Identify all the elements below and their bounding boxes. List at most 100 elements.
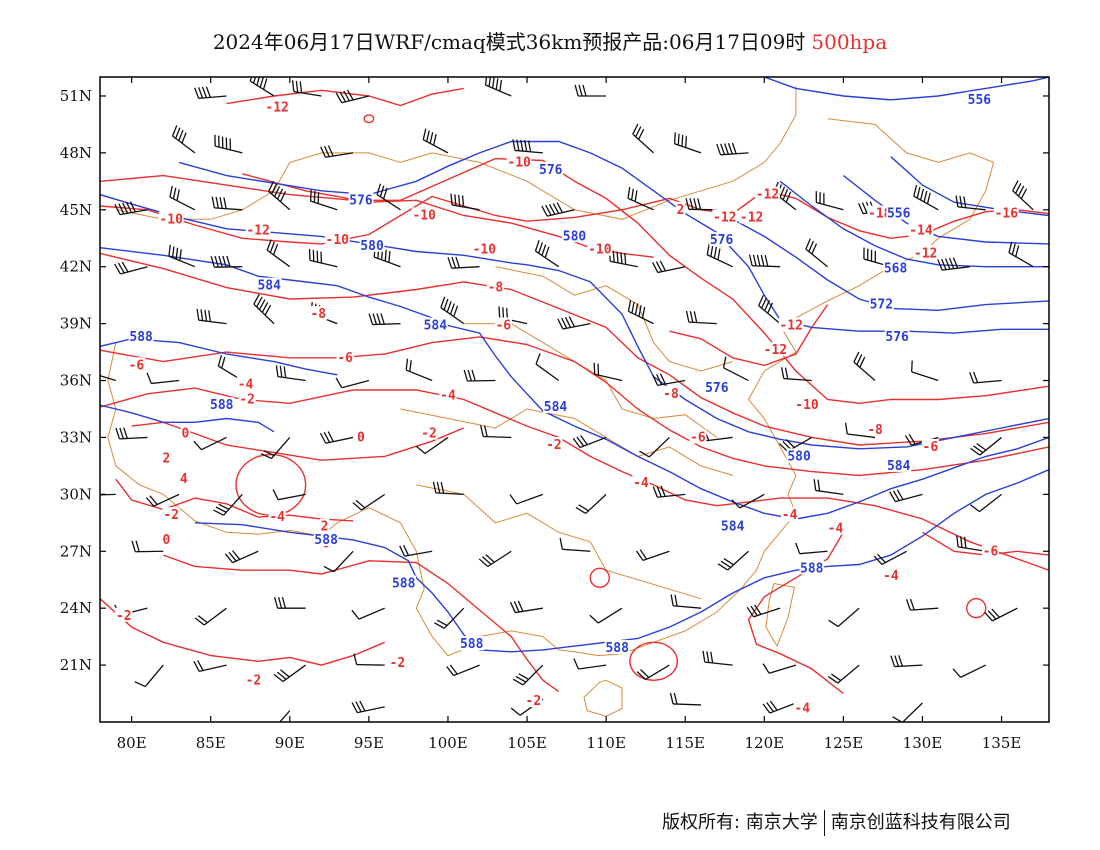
height-label: 584 xyxy=(721,520,745,535)
temperature-label-bg xyxy=(921,438,939,453)
wind-barb xyxy=(828,607,860,628)
height-label-bg xyxy=(543,399,568,414)
boundary-line xyxy=(400,408,733,476)
temperature-label: -10 xyxy=(159,212,183,227)
footer-company: 南京创蓝科技有限公司 xyxy=(830,812,1011,833)
temperature-label-bg xyxy=(867,205,893,220)
lat-tick-label: 42N xyxy=(60,258,92,276)
height-label-bg xyxy=(883,260,908,275)
temperature-label-bg xyxy=(309,306,327,321)
wind-barb xyxy=(574,84,607,97)
wind-barb xyxy=(279,710,291,722)
wind-barb xyxy=(815,191,844,211)
height-label: 580 xyxy=(360,239,384,254)
temperature-label-bg xyxy=(238,391,256,406)
temperature-label-bg xyxy=(993,205,1019,220)
temperature-label: -12 xyxy=(779,319,802,334)
temperature-label: -10 xyxy=(326,233,350,248)
wind-barb xyxy=(673,132,702,154)
temperature-label: -4 xyxy=(782,508,798,523)
wind-barb xyxy=(589,607,623,624)
temperature-label-bg xyxy=(794,397,820,412)
wind-barb xyxy=(652,260,686,274)
wind-barb xyxy=(210,255,243,268)
temperature-label-bg xyxy=(244,672,263,687)
temperature-label: -12 xyxy=(756,188,779,203)
temperature-label-bg xyxy=(127,357,145,372)
wind-barb xyxy=(376,183,401,211)
wind-barb xyxy=(780,367,812,382)
temperature-label-bg xyxy=(336,349,354,364)
wind-barb xyxy=(434,607,465,629)
height-label-bg xyxy=(359,237,385,252)
wind-barb xyxy=(249,77,275,97)
height-label-bg xyxy=(868,296,894,311)
wind-barb xyxy=(168,244,196,268)
wind-barb xyxy=(447,256,480,269)
map-frame xyxy=(99,76,1050,723)
lon-tick-label: 95E xyxy=(354,734,384,752)
wind-barb xyxy=(984,607,1018,622)
wind-barb xyxy=(171,125,196,154)
height-label: 556 xyxy=(968,93,992,108)
temperature-label-bg xyxy=(981,543,1000,558)
wind-barb xyxy=(275,365,306,382)
lat-tick-label: 33N xyxy=(60,428,92,446)
temperature-label-bg xyxy=(494,317,512,332)
height-label: 584 xyxy=(887,459,911,474)
temperature-label: 2 xyxy=(321,520,329,535)
boundary-line xyxy=(574,118,995,657)
temperature-label-bg xyxy=(755,186,780,201)
wind-barb xyxy=(169,185,196,211)
wind-barb xyxy=(351,700,385,714)
wind-barb xyxy=(956,535,986,552)
wind-barb xyxy=(131,540,164,553)
wind-barb xyxy=(952,664,987,678)
temperature-label: 4 xyxy=(180,472,188,487)
temperature-label-bg xyxy=(793,700,811,715)
wind-barb xyxy=(905,598,939,611)
wind-barb xyxy=(572,435,607,449)
temperature-label: -6 xyxy=(983,544,999,559)
wind-barb xyxy=(911,360,939,382)
lat-tick-label: 30N xyxy=(60,485,92,503)
wind-barb xyxy=(450,193,480,211)
height-label: 588 xyxy=(392,577,416,592)
wind-barb xyxy=(669,692,702,706)
wind-barb xyxy=(670,594,702,609)
temperature-label: -10 xyxy=(507,155,531,170)
temperature-label: -4 xyxy=(883,569,899,584)
temperature-label: -10 xyxy=(795,398,819,413)
temperature-label-bg xyxy=(506,154,532,169)
height-label: 580 xyxy=(787,449,811,464)
wind-barb xyxy=(134,664,164,688)
temperature-label: -4 xyxy=(633,476,649,491)
wind-barb xyxy=(652,485,686,498)
temperature-label: -6 xyxy=(337,351,353,366)
lon-tick-label: 130E xyxy=(903,734,943,752)
temperature-label-bg xyxy=(866,421,884,436)
lon-tick-label: 125E xyxy=(824,734,864,752)
wind-barb xyxy=(762,700,797,714)
wind-barb xyxy=(478,550,512,568)
height-label: 588 xyxy=(129,330,153,345)
wind-barb xyxy=(969,371,1002,384)
wind-barb xyxy=(368,313,401,326)
boundary-line xyxy=(495,266,733,372)
title-level: 500hpa xyxy=(811,30,888,54)
temperature-label: -2 xyxy=(239,393,255,408)
temperature-label-bg xyxy=(411,207,437,222)
wind-barb xyxy=(335,377,370,389)
height-label-bg xyxy=(348,192,374,207)
contour-label-layer: -12 -10 -10 -12 -10 -10 -10 -10 -12 -12 -12 -18 -16 -… xyxy=(115,91,1019,717)
wind-barb xyxy=(422,128,449,154)
title-main: 2024年06月17日WRF/cmaq模式36km预报产品:06月17日09时 xyxy=(212,30,806,54)
footer-separator xyxy=(823,810,825,836)
temperature-contour xyxy=(100,387,1049,571)
wind-barb xyxy=(722,356,749,382)
height-label-bg xyxy=(459,636,485,651)
height-label-bg xyxy=(884,328,910,343)
temperature-label: -12 xyxy=(265,100,288,115)
height-label-bg xyxy=(886,205,912,220)
wind-barb xyxy=(731,493,765,509)
